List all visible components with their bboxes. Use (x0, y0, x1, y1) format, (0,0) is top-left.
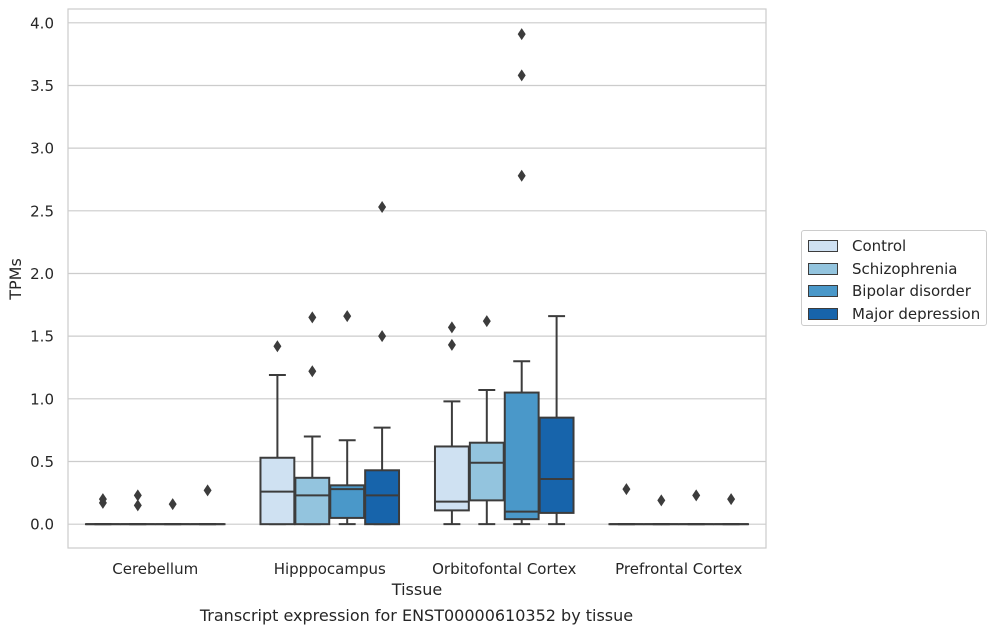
y-tick-label: 0.5 (30, 453, 54, 471)
outlier-point (203, 484, 212, 497)
legend-item: Bipolar disorder (808, 281, 971, 301)
outlier-point (133, 499, 142, 512)
x-tick-label: Cerebellum (112, 560, 198, 578)
iqr-box (468, 441, 505, 502)
outlier-point (308, 311, 317, 324)
legend-label: Major depression (852, 304, 981, 323)
box-1-2 (329, 310, 366, 526)
legend-item: Major depression (808, 304, 980, 324)
box-0-3 (189, 484, 226, 526)
box-0-0 (84, 493, 121, 526)
iqr-box (538, 416, 575, 514)
outlier-point (517, 69, 526, 82)
box-2-3 (538, 315, 575, 526)
y-tick-label: 2.0 (30, 265, 54, 283)
legend-label: Bipolar disorder (852, 282, 971, 300)
legend-swatch (808, 262, 838, 275)
y-tick-label: 4.0 (30, 14, 54, 32)
x-axis-label: Tissue (391, 580, 442, 599)
box-2-2 (503, 28, 540, 526)
outlier-point (273, 340, 282, 353)
iqr-box (364, 469, 401, 526)
box-2-0 (433, 321, 470, 526)
box-0-1 (119, 489, 156, 526)
y-tick-label: 3.5 (30, 77, 54, 95)
outlier-point (447, 338, 456, 351)
outlier-point (692, 489, 701, 502)
y-tick-label: 3.0 (30, 140, 54, 158)
legend-label: Control (852, 237, 907, 255)
x-tick-label: Prefrontal Cortex (615, 560, 742, 578)
grid-lines (68, 22, 766, 525)
outlier-point (98, 493, 107, 506)
outlier-point (657, 494, 666, 507)
iqr-box (329, 484, 366, 519)
iqr-box (503, 391, 540, 521)
plot-marks (84, 28, 750, 526)
iqr-box (294, 476, 331, 526)
iqr-box (433, 445, 470, 512)
legend-swatch (808, 285, 838, 297)
box-1-0 (259, 340, 296, 526)
y-axis-label: TPMs (6, 258, 25, 301)
y-tick-label: 0.0 (30, 516, 54, 534)
y-tick-label: 1.5 (30, 328, 54, 346)
legend-item: Control (808, 236, 906, 256)
legend-swatch (808, 307, 838, 320)
x-tick-label: Orbitofontal Cortex (432, 560, 576, 578)
x-tick-label: Hipppocampus (274, 560, 386, 578)
x-axis-ticks: Cerebellum Hipppocampus Orbitofontal Corte… (112, 560, 742, 578)
box-3-1 (643, 494, 680, 526)
outlier-point (378, 330, 387, 343)
y-axis-ticks: 0.0 0.5 1.0 1.5 2.0 2.5 3.0 3.5 4.0 (30, 14, 54, 533)
box-1-3 (364, 201, 401, 526)
outlier-point (343, 310, 352, 323)
box-1-1 (294, 311, 331, 526)
plot-frame (67, 8, 767, 549)
legend: Control Schizophrenia Bipolar disorder Majo… (801, 230, 987, 326)
legend-swatch (808, 240, 838, 252)
y-tick-label: 1.0 (30, 390, 54, 408)
box-0-2 (154, 498, 191, 526)
legend-label: Schizophrenia (852, 259, 958, 278)
outlier-point (622, 483, 631, 496)
outlier-point (727, 493, 736, 506)
box-2-1 (468, 315, 505, 526)
outlier-point (308, 365, 317, 378)
legend-item: Schizophrenia (808, 259, 957, 279)
chart-caption: Transcript expression for ENST0000061035… (199, 606, 634, 625)
outlier-point (482, 315, 491, 328)
outlier-point (133, 489, 142, 502)
y-tick-label: 2.5 (30, 202, 54, 220)
outlier-point (517, 28, 526, 41)
box-3-3 (713, 493, 750, 526)
outlier-point (447, 321, 456, 334)
outlier-point (168, 498, 177, 511)
box-3-0 (608, 483, 645, 526)
outlier-point (378, 201, 387, 214)
outlier-point (517, 169, 526, 182)
box-3-2 (678, 489, 715, 526)
